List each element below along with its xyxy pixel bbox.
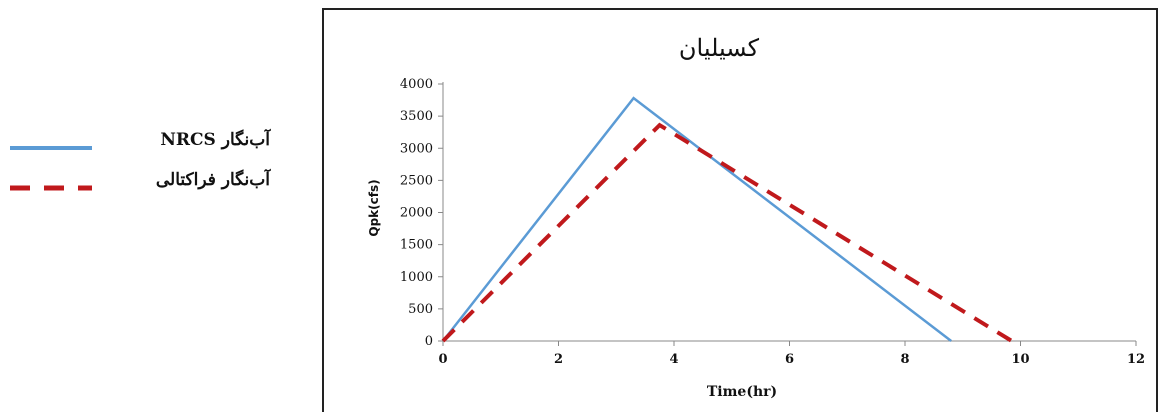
legend-label-fractal: آب‌نگار فراکتالی <box>155 170 270 190</box>
chart-title: کسیلیان <box>679 34 760 62</box>
series-line-nrcs <box>442 96 952 342</box>
x-tick-label: 0 <box>438 352 447 367</box>
legend-label-nrcs: آب‌نگار NRCS <box>160 130 270 150</box>
y-tick-label: 0 <box>425 334 433 349</box>
y-tick-label: 1500 <box>400 238 433 253</box>
series-line-fractal <box>441 122 1013 343</box>
legend-swatch-nrcs <box>10 146 92 150</box>
series-layer <box>441 96 1013 343</box>
y-tick-label: 2000 <box>400 206 433 221</box>
x-tick-label: 4 <box>669 352 678 367</box>
chart-area: کسیلیان Qpk(cfs) Time(hr) 0 500 1000 1500 20… <box>322 8 1158 412</box>
x-tick-label: 10 <box>1011 352 1029 367</box>
axes <box>438 82 1137 346</box>
y-tick-label: 3000 <box>400 141 433 156</box>
x-tick-label: 6 <box>785 352 794 367</box>
legend-swatch-fractal <box>10 185 92 191</box>
chart-legend: آب‌نگار NRCS آب‌نگار فراکتالی <box>0 126 300 206</box>
legend-item-fractal: آب‌نگار فراکتالی <box>0 166 300 196</box>
tick-labels: 0 500 1000 1500 2000 2500 3000 3500 4000 0 2 4 6 8 10 1… <box>400 77 1145 367</box>
y-tick-label: 4000 <box>400 77 433 92</box>
x-tick-label: 8 <box>900 352 909 367</box>
y-tick-label: 3500 <box>400 109 433 124</box>
line-chart: کسیلیان Qpk(cfs) Time(hr) 05001000150020… <box>367 34 1145 400</box>
y-tick-label: 1000 <box>400 270 433 285</box>
y-tick-label: 500 <box>408 302 433 317</box>
y-tick-label: 2500 <box>400 173 433 188</box>
x-tick-label: 2 <box>554 352 563 367</box>
x-axis-label: Time(hr) <box>707 384 777 400</box>
x-tick-label: 12 <box>1127 352 1145 367</box>
legend-item-nrcs: آب‌نگار NRCS <box>0 126 300 156</box>
y-axis-label: Qpk(cfs) <box>367 179 381 236</box>
